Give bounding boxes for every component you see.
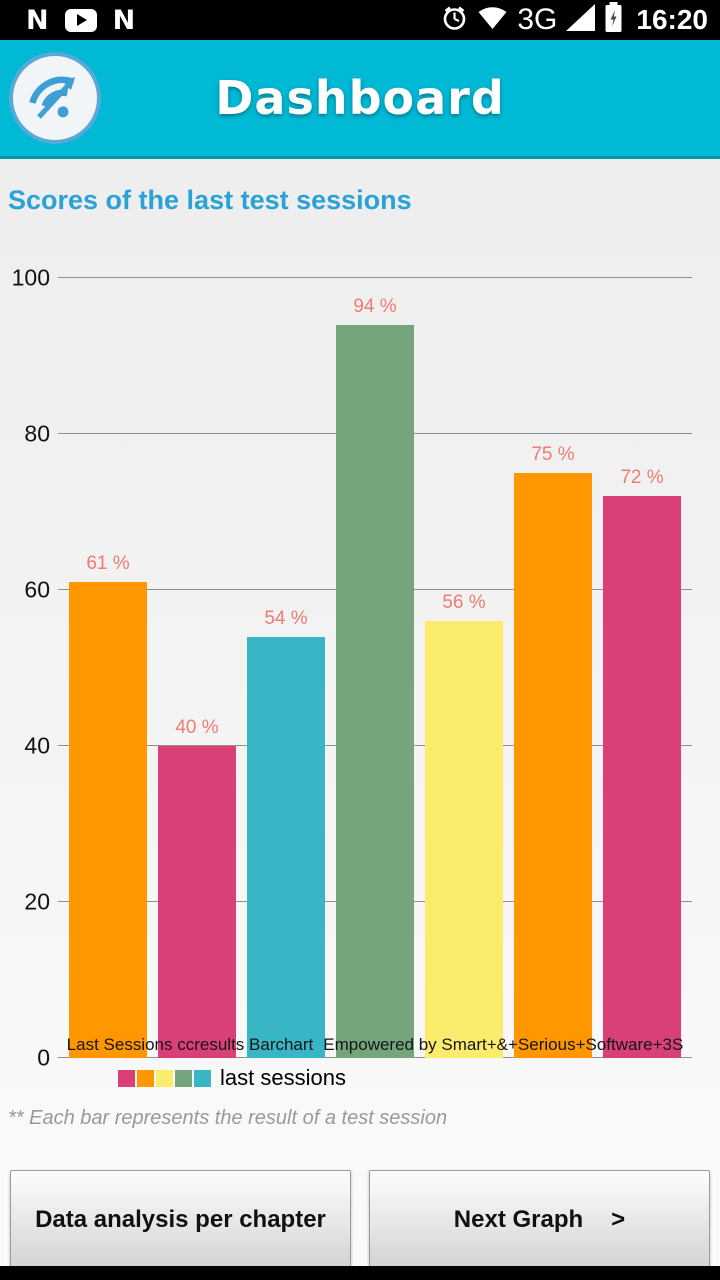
data-analysis-button-label: Data analysis per chapter [35, 1206, 326, 1233]
bar-value-label: 75 % [531, 444, 575, 465]
y-axis-tick-label: 80 [24, 420, 50, 447]
legend-swatch [156, 1069, 173, 1087]
legend-swatch [137, 1069, 154, 1087]
alarm-clock-icon [441, 4, 468, 37]
bar-session-2[interactable]: 40 % [158, 717, 236, 1058]
chart-watermark-text: Empowered by Smart+&+Serious+Software+3S [323, 1035, 684, 1054]
legend-swatch [194, 1069, 211, 1087]
bar-value-label: 94 % [353, 295, 397, 317]
next-graph-button[interactable]: Next Graph > [369, 1170, 710, 1270]
action-buttons-row: Data analysis per chapter Next Graph > [10, 1170, 710, 1270]
page-title: Dashboard [215, 71, 505, 125]
notification-n-icon: N [112, 4, 136, 36]
bar-value-label: 56 % [442, 592, 486, 614]
bar-session-1[interactable]: 61 % [69, 553, 147, 1058]
bar-session-4[interactable]: 94 % [336, 296, 414, 1058]
app-logo-wifi-icon [8, 51, 102, 145]
battery-icon [604, 2, 623, 38]
legend-swatch [118, 1069, 135, 1087]
chart-watermark-text: Last Sessions ccresults Barchart [66, 1035, 314, 1054]
y-axis-tick-label: 0 [37, 1044, 50, 1071]
y-axis-tick-label: 100 [11, 264, 50, 291]
next-graph-button-label: Next Graph [453, 1206, 584, 1233]
play-video-icon [64, 8, 97, 32]
legend-swatches [118, 1069, 211, 1087]
y-axis-tick-label: 40 [24, 732, 50, 759]
chevron-right-icon: > [611, 1206, 626, 1233]
app-header: Dashboard [0, 40, 720, 159]
system-icons: 3G 16:20 [441, 2, 708, 38]
y-axis-tick-label: 60 [24, 576, 50, 603]
wifi-icon [477, 4, 508, 36]
bar-session-3[interactable]: 54 % [247, 608, 325, 1058]
chart-legend: last sessions [118, 1065, 692, 1091]
bar-session-5[interactable]: 56 % [425, 592, 503, 1058]
chart-bars: 61 % 40 % 54 % 94 % 56 % 75 % 72 % [58, 278, 692, 1058]
navigation-bar-strip [0, 1266, 720, 1280]
legend-label: last sessions [220, 1065, 346, 1090]
bar-value-label: 40 % [175, 717, 219, 738]
bar-value-label: 54 % [264, 607, 308, 629]
bar-session-7[interactable]: 72 % [603, 467, 681, 1058]
gridline [58, 277, 692, 278]
network-type-label: 3G [517, 3, 558, 36]
bar-chart: 61 % 40 % 54 % 94 % 56 % 75 % 72 % Last Sessio… [12, 266, 692, 1091]
legend-swatch [175, 1069, 192, 1087]
section-title: Scores of the last test sessions [8, 185, 412, 215]
chart-watermark: Last Sessions ccresults Barchart Empowere… [38, 1035, 712, 1055]
notification-icons: N N [26, 7, 135, 34]
chart-plot-area: 61 % 40 % 54 % 94 % 56 % 75 % 72 % Last Sessio… [12, 266, 692, 1069]
notification-n-icon: N [26, 4, 49, 36]
bar-value-label: 61 % [86, 553, 130, 575]
signal-strength-icon [566, 4, 596, 36]
data-analysis-per-chapter-button[interactable]: Data analysis per chapter [10, 1170, 351, 1270]
bar-value-label: 72 % [620, 467, 664, 489]
status-bar: N N 3G [0, 0, 720, 40]
bar-session-6[interactable]: 75 % [514, 444, 592, 1058]
y-axis-tick-label: 20 [24, 888, 50, 915]
chart-footnote: ** Each bar represents the result of a t… [8, 1107, 448, 1129]
clock-time: 16:20 [636, 4, 708, 35]
